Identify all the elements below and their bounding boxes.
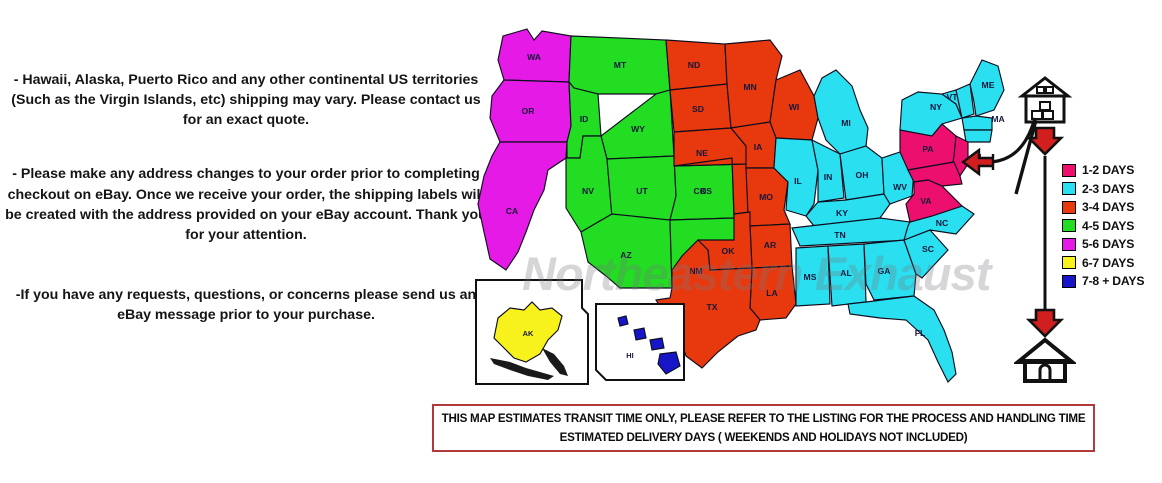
legend-swatch-7-8-days (1062, 274, 1076, 288)
legend-row-3-4-days: 3-4 DAYS (1062, 198, 1162, 217)
disclaimer-box: THIS MAP ESTIMATES TRANSIT TIME ONLY, PL… (432, 404, 1095, 452)
legend-row-2-3-days: 2-3 DAYS (1062, 180, 1162, 199)
island-kauai (617, 315, 629, 327)
legend-label-7-8-days: 7-8 + DAYS (1082, 274, 1145, 289)
legend-row-6-7-days: 6-7 DAYS (1062, 254, 1162, 273)
legend-row-7-8-days: 7-8 + DAYS (1062, 272, 1162, 291)
legend-label-1-2-days: 1-2 DAYS (1082, 163, 1135, 178)
disclaimer-line-2: ESTIMATED DELIVERY DAYS ( WEEKENDS AND H… (559, 431, 968, 444)
legend-swatch-3-4-days (1062, 200, 1076, 214)
state-SD (669, 83, 732, 133)
legend-swatch-5-6-days (1062, 237, 1076, 251)
legend-row-4-5-days: 4-5 DAYS (1062, 217, 1162, 236)
disclaimer-line-1: THIS MAP ESTIMATES TRANSIT TIME ONLY, PL… (441, 411, 1086, 425)
warehouse-icon (1017, 76, 1073, 124)
zone-2-3-days (773, 59, 1005, 383)
state-CT-RI (963, 129, 993, 143)
state-AR (749, 223, 793, 269)
alaska-panhandle (542, 348, 568, 376)
legend-row-5-6-days: 5-6 DAYS (1062, 235, 1162, 254)
legend-swatch-2-3-days (1062, 182, 1076, 196)
state-UT (606, 155, 677, 221)
state-NH (955, 83, 975, 119)
transit-time-legend: 1-2 DAYS 2-3 DAYS 3-4 DAYS 4-5 DAYS 5-6 … (1062, 161, 1162, 291)
legend-swatch-4-5-days (1062, 219, 1076, 233)
state-VA (905, 179, 964, 223)
us-transit-map: AK HI WA OR CA NV ID MT WY UT A (470, 18, 1015, 393)
legend-swatch-1-2-days (1062, 163, 1076, 177)
state-ND (665, 39, 728, 91)
legend-swatch-6-7-days (1062, 256, 1076, 270)
note-contact: -If you have any requests, questions, or… (15, 287, 477, 324)
map-svg: AK HI WA OR CA NV ID MT WY UT A (475, 28, 1005, 385)
legend-label-2-3-days: 2-3 DAYS (1082, 181, 1135, 196)
state-ME (969, 59, 1005, 117)
state-FL (847, 295, 957, 383)
note-territories: - Hawaii, Alaska, Puerto Rico and any ot… (11, 72, 481, 129)
legend-label-6-7-days: 6-7 DAYS (1082, 255, 1135, 270)
shipping-notes: - Hawaii, Alaska, Puerto Rico and any ot… (0, 70, 492, 325)
legend-label-4-5-days: 4-5 DAYS (1082, 218, 1135, 233)
state-WA (497, 28, 572, 83)
legend-label-3-4-days: 3-4 DAYS (1082, 200, 1135, 215)
down-arrow-icon-bottom (1025, 308, 1065, 338)
state-MA (961, 115, 993, 131)
legend-label-5-6-days: 5-6 DAYS (1082, 237, 1135, 252)
island-oahu (633, 327, 647, 341)
alaska-inset: AK (475, 279, 589, 385)
state-OR (489, 79, 572, 143)
zone-4-5-days (565, 35, 737, 299)
state-OH (839, 145, 885, 201)
legend-row-1-2-days: 1-2 DAYS (1062, 161, 1162, 180)
shipping-flow-diagram (1012, 76, 1078, 384)
state-MT (568, 35, 671, 95)
house-icon (1012, 337, 1078, 383)
hawaii-inset: HI (595, 303, 685, 381)
state-AZ (580, 213, 673, 289)
state-MS (795, 245, 831, 307)
island-maui (649, 337, 665, 351)
zone-5-6-days (477, 28, 572, 271)
down-arrow-icon-top (1025, 126, 1065, 156)
state-MI (813, 69, 869, 155)
origin-connector-line (1014, 119, 1038, 195)
state-WI (769, 69, 819, 141)
island-hawaii (657, 351, 681, 375)
state-AL (827, 243, 867, 307)
alaska-aleutians (490, 358, 554, 380)
zone-1-2-days (899, 123, 969, 223)
flow-svg (1012, 76, 1078, 383)
state-WY (600, 89, 675, 160)
nj-pointer-arrow (961, 117, 1037, 177)
state-LA (749, 265, 797, 321)
state-CA (477, 141, 568, 271)
state-IN (811, 138, 845, 203)
note-address-changes: - Please make any address changes to you… (5, 166, 487, 243)
state-AK (493, 301, 563, 363)
